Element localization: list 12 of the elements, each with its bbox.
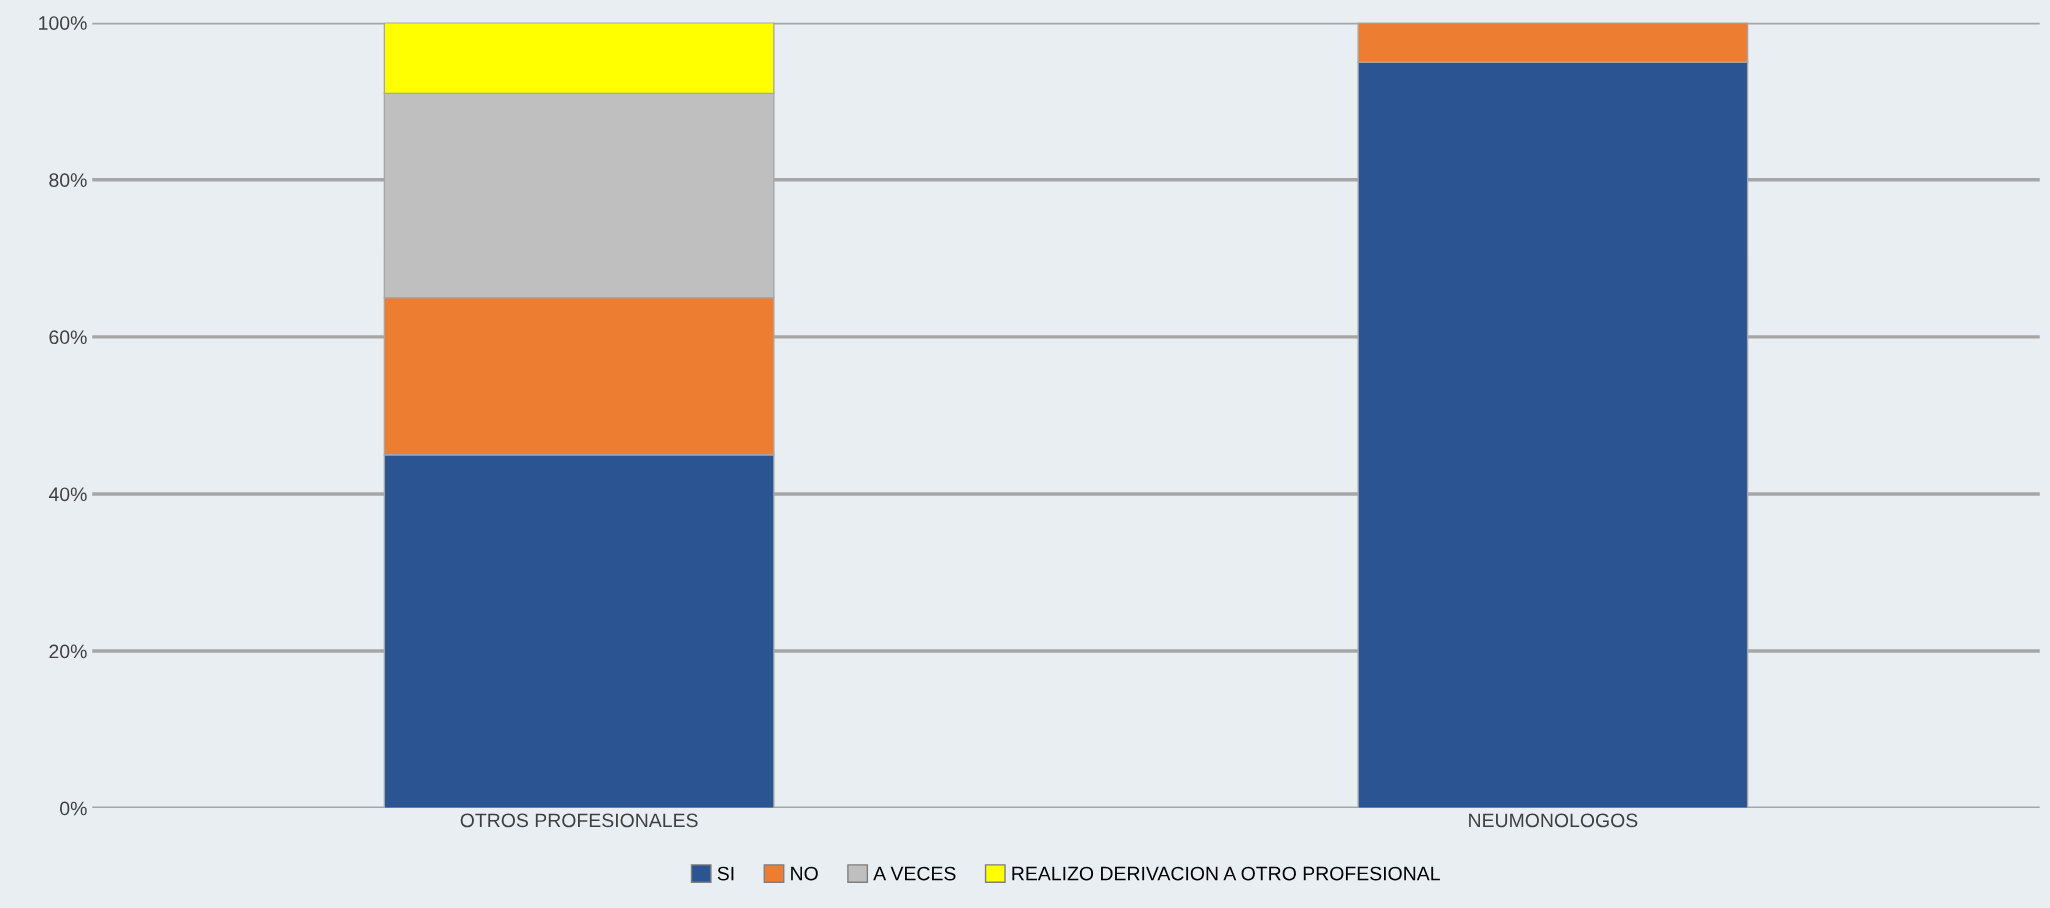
y-tick-label: 80% xyxy=(49,173,87,188)
y-tick-label: 20% xyxy=(49,644,87,659)
y-tick-label: 0% xyxy=(60,801,87,816)
legend-label: REALIZO DERIVACION A OTRO PROFESIONAL xyxy=(1012,866,1440,881)
y-tick-label: 40% xyxy=(48,487,87,502)
y-tick-label: 100% xyxy=(39,16,87,30)
y-tick-label: 60% xyxy=(49,330,87,345)
legend-label: A VECES xyxy=(873,866,956,881)
x-tick-label: NEUMONOLOGOS xyxy=(1469,813,1638,828)
legend-label: SI xyxy=(717,866,734,881)
x-tick-label: OTROS PROFESIONALES xyxy=(460,813,698,828)
legend-label: NO xyxy=(791,866,818,881)
